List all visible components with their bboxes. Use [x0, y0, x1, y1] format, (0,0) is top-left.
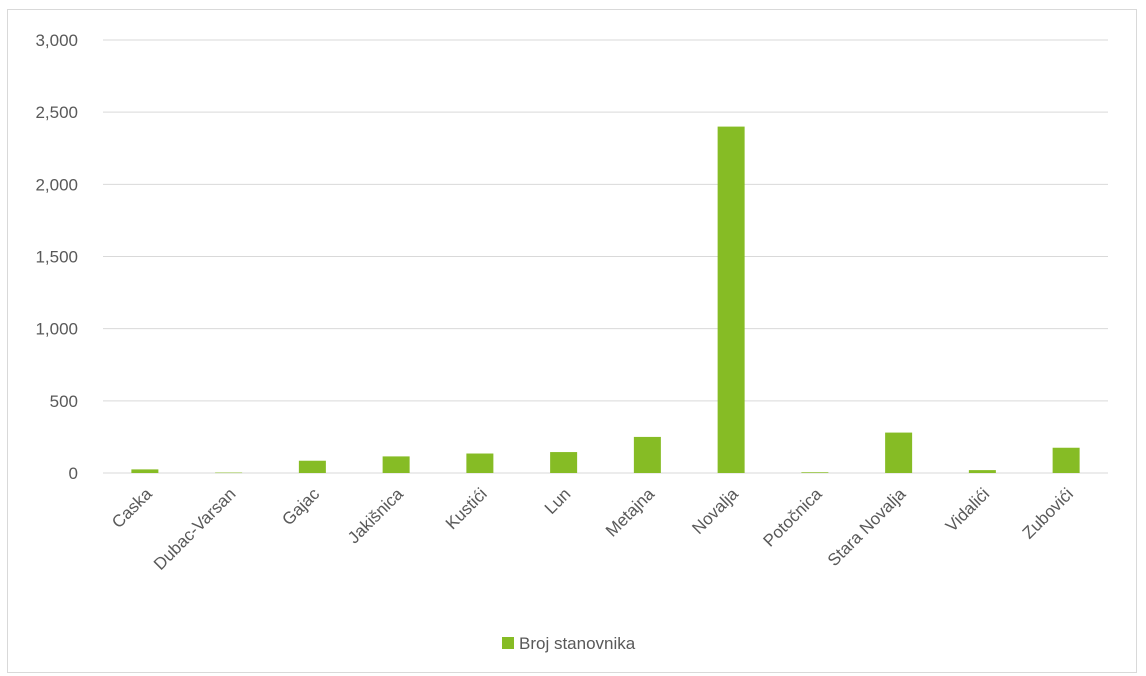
bar-lun: [550, 452, 578, 473]
bar-dubac-varsan: [215, 472, 243, 474]
y-tick-label: 3,000: [35, 31, 78, 50]
legend: Broj stanovnika: [502, 634, 636, 653]
bar-caska: [131, 469, 159, 473]
y-tick-label: 2,000: [35, 175, 78, 194]
gridlines: [103, 39, 1108, 474]
x-tick-label: Metajna: [602, 484, 659, 541]
bar-zubovići: [1052, 447, 1080, 473]
y-axis-ticks: 0 500 1,000 1,500 2,000 2,500 3,000: [35, 31, 78, 483]
bar-novalja: [717, 126, 745, 473]
x-tick-label: Zubovići: [1019, 484, 1077, 542]
y-tick-label: 500: [50, 392, 78, 411]
y-tick-label: 0: [69, 464, 78, 483]
x-tick-label: Lun: [541, 484, 574, 517]
x-tick-label: Jakišnica: [344, 484, 407, 547]
x-tick-label: Gajac: [278, 484, 323, 529]
bars: [131, 126, 1080, 474]
bar-vidalići: [968, 470, 996, 473]
x-tick-label: Kustići: [442, 484, 491, 533]
x-tick-label: Potočnica: [759, 484, 826, 551]
bar-jakišnica: [382, 456, 410, 473]
bar-potočnica: [801, 472, 829, 473]
x-tick-label: Dubac-Varsan: [150, 484, 239, 573]
y-tick-label: 1,000: [35, 320, 78, 339]
legend-label: Broj stanovnika: [519, 634, 636, 653]
bar-stara-novalja: [885, 432, 913, 473]
legend-swatch: [502, 637, 514, 649]
y-tick-label: 1,500: [35, 248, 78, 267]
x-tick-label: Caska: [108, 484, 156, 532]
x-tick-label: Vidalići: [942, 484, 993, 535]
chart-frame: [7, 9, 1137, 673]
x-tick-label: Stara Novalja: [824, 484, 910, 570]
y-tick-label: 2,500: [35, 103, 78, 122]
bar-metajna: [633, 436, 661, 473]
bar-gajac: [298, 460, 326, 473]
bar-kustići: [466, 453, 494, 473]
x-tick-label: Novalja: [688, 484, 742, 538]
